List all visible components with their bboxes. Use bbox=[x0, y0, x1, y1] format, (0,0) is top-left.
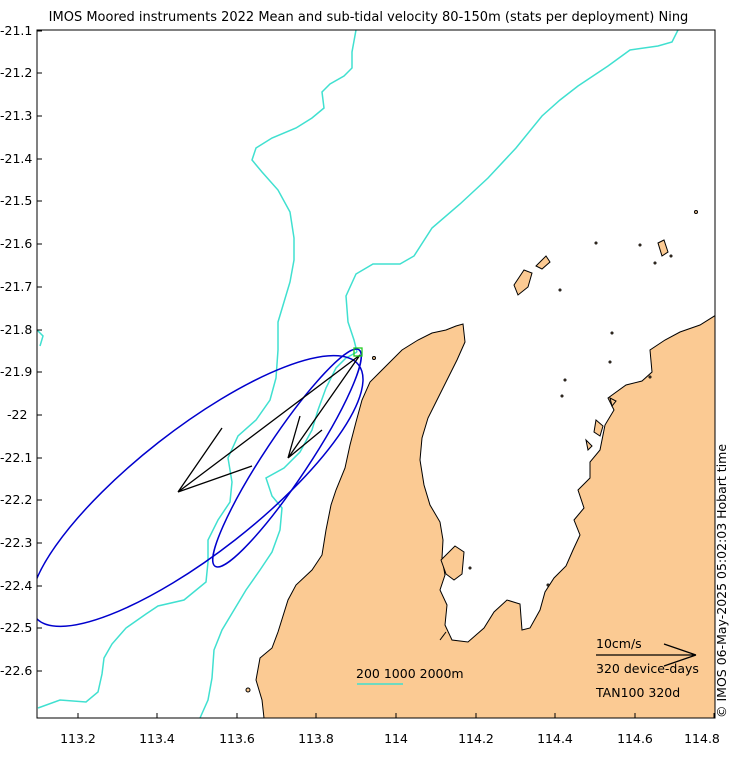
x-tick-label: 114 bbox=[384, 731, 408, 746]
y-tick-label: -21.1 bbox=[0, 23, 33, 38]
x-tick-label: 114.4 bbox=[537, 731, 573, 746]
y-tick-label: -22.6 bbox=[0, 663, 33, 678]
y-tick-label: -21.8 bbox=[0, 322, 33, 337]
island bbox=[440, 545, 465, 581]
depth-legend-label: 200 1000 2000m bbox=[356, 666, 464, 681]
x-tick-label: 113.4 bbox=[139, 731, 175, 746]
island bbox=[609, 397, 617, 408]
x-tick-marks bbox=[77, 713, 715, 718]
variance-ellipse-inner bbox=[212, 348, 362, 568]
copyright-timestamp: © IMOS 06-May-2025 05:02:03 Hobart time bbox=[714, 443, 729, 718]
mooring-marker bbox=[353, 347, 363, 357]
y-tick-label: -22.3 bbox=[0, 535, 33, 550]
y-tick-label: -21.4 bbox=[0, 151, 33, 166]
island bbox=[513, 269, 533, 296]
y-tick-marks bbox=[37, 30, 42, 672]
land-tick bbox=[439, 631, 447, 641]
y-tick-label: -21.3 bbox=[0, 108, 33, 123]
y-tick-label: -22.4 bbox=[0, 578, 33, 593]
mean-velocity-vector bbox=[177, 354, 361, 493]
x-tick-label: 114.6 bbox=[617, 731, 653, 746]
y-tick-label: -21.5 bbox=[0, 193, 33, 208]
y-tick-label: -21.7 bbox=[0, 279, 33, 294]
y-tick-label: -22.2 bbox=[0, 492, 33, 507]
depth-contour-2000m bbox=[199, 351, 358, 718]
map-title: IMOS Moored instruments 2022 Mean and su… bbox=[48, 10, 689, 25]
plot-frame bbox=[36, 29, 716, 719]
depth-contour-edge bbox=[37, 329, 44, 347]
depth-contour-1000m bbox=[37, 30, 357, 709]
station-label: TAN100 320d bbox=[596, 685, 681, 700]
island bbox=[657, 239, 669, 257]
x-tick-label: 114.2 bbox=[458, 731, 494, 746]
island bbox=[585, 438, 593, 452]
y-tick-label: -22 bbox=[7, 407, 28, 422]
device-days-label: 320 device-days bbox=[596, 661, 699, 676]
island bbox=[593, 419, 604, 437]
x-tick-label: 113.6 bbox=[219, 731, 255, 746]
y-tick-label: -21.9 bbox=[0, 364, 33, 379]
variance-ellipse-outer bbox=[37, 354, 364, 628]
y-tick-label: -21.6 bbox=[0, 236, 33, 251]
y-tick-label: -22.1 bbox=[0, 450, 33, 465]
sub-tidal-velocity-vector bbox=[287, 354, 361, 459]
x-tick-label: 113.8 bbox=[298, 731, 334, 746]
y-tick-label: -22.5 bbox=[0, 620, 33, 635]
x-tick-label: 113.2 bbox=[60, 731, 96, 746]
islets bbox=[245, 210, 698, 693]
island bbox=[535, 255, 551, 270]
scale-label: 10cm/s bbox=[596, 636, 642, 651]
mainland bbox=[255, 315, 715, 718]
scale-arrow bbox=[596, 643, 697, 667]
y-tick-label: -21.2 bbox=[0, 65, 33, 80]
x-tick-label: 114.8 bbox=[684, 731, 720, 746]
depth-contour-200m bbox=[345, 30, 679, 353]
